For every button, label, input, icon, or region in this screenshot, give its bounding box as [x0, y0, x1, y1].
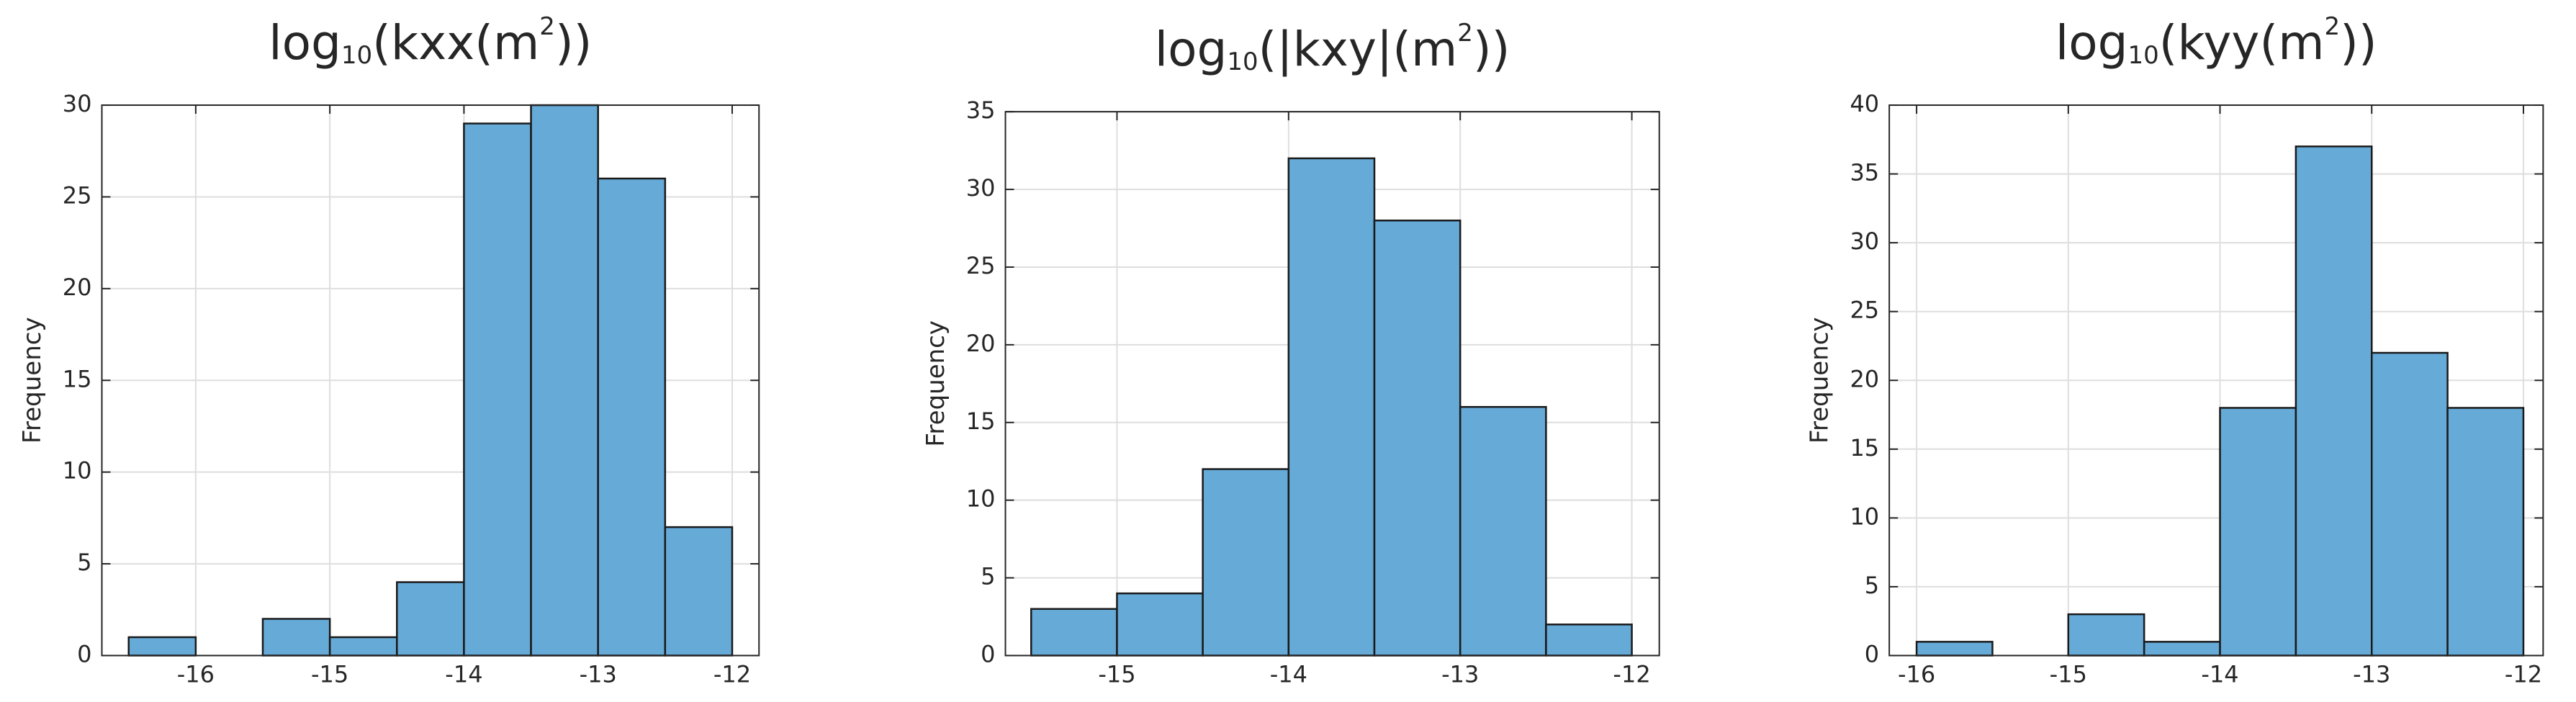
title-part: 2 [1457, 19, 1473, 48]
y-tick-label: 25 [63, 181, 92, 209]
title-part: 2 [2325, 12, 2341, 41]
bar [664, 526, 734, 657]
title-part: 10 [341, 41, 372, 70]
title-part: log [269, 15, 341, 71]
bar [530, 104, 599, 657]
bar [2143, 641, 2221, 657]
title-part: 10 [1227, 48, 1258, 76]
bar [597, 177, 667, 657]
y-axis-label: Frequency [1806, 317, 1834, 444]
y-tick-label: 0 [77, 640, 91, 667]
y-tick-label: 5 [981, 563, 995, 590]
bar [1287, 157, 1376, 657]
y-tick-label: 30 [63, 90, 92, 117]
bar [1116, 592, 1204, 657]
bar [2294, 145, 2373, 657]
x-tick-label: -12 [1613, 660, 1650, 688]
y-tick-label: 25 [1850, 297, 1879, 324]
x-tick-label: -13 [2353, 660, 2390, 688]
x-tick-label: -15 [311, 660, 348, 688]
x-tick-label: -15 [1098, 660, 1135, 688]
title-part: (|kxy|(m [1258, 22, 1458, 77]
y-tick-label: 10 [63, 457, 92, 485]
y-tick-label: 20 [1850, 365, 1879, 392]
axes-frame [1004, 111, 1660, 657]
x-tick-label: -13 [580, 660, 617, 688]
bar [1030, 608, 1118, 657]
title-part: (kyy(m [2159, 15, 2325, 71]
bar [2371, 351, 2449, 657]
y-tick-label: 35 [966, 96, 996, 124]
title-part: 2 [539, 12, 555, 41]
y-tick-label: 10 [1850, 503, 1879, 530]
y-tick-label: 30 [1850, 228, 1879, 255]
bar [1915, 641, 1994, 657]
title-part: )) [2340, 15, 2377, 71]
x-tick-label: -16 [177, 660, 215, 688]
y-tick-label: 5 [1865, 572, 1879, 599]
chart-title: log10(|kxy|(m2)) [1155, 19, 1510, 78]
y-tick-label: 15 [63, 365, 92, 392]
x-tick-label: -13 [1441, 660, 1479, 688]
chart-title: log10(kxx(m2)) [269, 12, 592, 71]
title-part: )) [1473, 22, 1510, 77]
bar [1459, 405, 1547, 657]
chart-title: log10(kyy(m2)) [2055, 12, 2377, 71]
bar [2067, 613, 2145, 657]
x-tick-label: -15 [2050, 660, 2087, 688]
y-tick-label: 10 [966, 485, 996, 513]
title-part: (kxx(m [372, 15, 539, 71]
y-tick-label: 0 [981, 640, 995, 667]
bar [127, 636, 197, 657]
y-tick-label: 15 [966, 408, 996, 435]
bar [1373, 219, 1462, 657]
y-axis-label: Frequency [18, 317, 47, 444]
y-axis-label: Frequency [922, 320, 950, 447]
x-tick-label: -14 [2201, 660, 2238, 688]
y-tick-label: 20 [966, 330, 996, 357]
bar [2219, 407, 2297, 657]
bar [463, 122, 532, 657]
x-tick-label: -12 [713, 660, 751, 688]
bar [1202, 468, 1290, 657]
axes-frame [101, 104, 760, 657]
bar [1545, 624, 1633, 657]
bar [396, 581, 465, 657]
x-tick-label: -14 [1270, 660, 1307, 688]
y-tick-label: 0 [1865, 640, 1879, 667]
x-tick-label: -16 [1898, 660, 1935, 688]
y-tick-label: 15 [1850, 434, 1879, 462]
title-part: 10 [2127, 41, 2158, 70]
title-part: )) [555, 15, 593, 71]
x-tick-label: -12 [2505, 660, 2542, 688]
x-tick-label: -14 [445, 660, 482, 688]
y-tick-label: 20 [63, 274, 92, 301]
title-part: log [1155, 22, 1228, 77]
bar [2446, 407, 2525, 657]
bar [261, 618, 331, 657]
y-tick-label: 35 [1850, 159, 1879, 186]
title-part: log [2055, 15, 2128, 71]
y-tick-label: 25 [966, 252, 996, 279]
y-tick-label: 40 [1850, 90, 1879, 117]
axes-frame [1888, 104, 2544, 657]
bar [328, 636, 398, 657]
y-tick-label: 30 [966, 174, 996, 202]
y-tick-label: 5 [77, 549, 91, 576]
